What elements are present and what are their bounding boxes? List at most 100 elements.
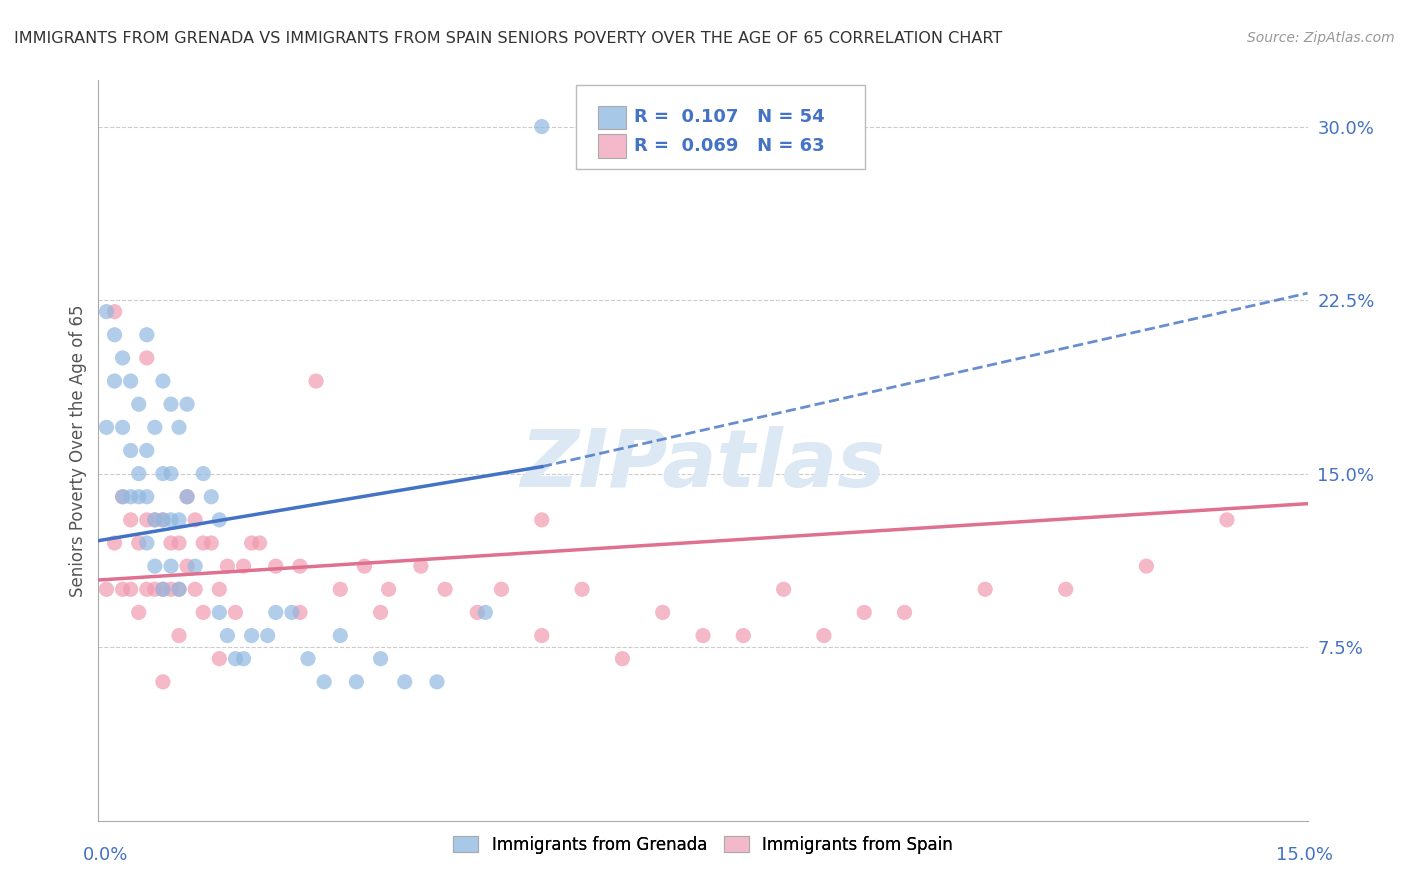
Point: [120, 374, 142, 388]
Point: [394, 674, 416, 689]
Point: [103, 327, 125, 342]
Text: ZIPatlas: ZIPatlas: [520, 426, 886, 504]
Point: [160, 559, 183, 574]
Point: [240, 628, 263, 642]
Text: Source: ZipAtlas.com: Source: ZipAtlas.com: [1247, 31, 1395, 45]
Point: [135, 351, 157, 365]
Point: [217, 559, 239, 574]
Point: [152, 513, 174, 527]
Point: [128, 490, 150, 504]
Point: [224, 606, 246, 620]
Text: IMMIGRANTS FROM GRENADA VS IMMIGRANTS FROM SPAIN SENIORS POVERTY OVER THE AGE OF: IMMIGRANTS FROM GRENADA VS IMMIGRANTS FR…: [14, 31, 1002, 46]
Point: [128, 467, 150, 481]
Point: [96, 420, 118, 434]
Point: [612, 651, 634, 665]
Point: [281, 606, 304, 620]
Point: [120, 490, 142, 504]
Point: [128, 397, 150, 411]
Point: [167, 513, 190, 527]
Point: [103, 374, 125, 388]
Point: [160, 582, 183, 597]
Point: [143, 420, 166, 434]
Point: [167, 628, 190, 642]
Point: [152, 582, 174, 597]
Point: [152, 674, 174, 689]
Point: [377, 582, 399, 597]
Point: [103, 304, 125, 318]
Point: [176, 559, 198, 574]
Point: [240, 536, 263, 550]
Point: [249, 536, 271, 550]
Point: [329, 582, 352, 597]
Legend: Immigrants from Grenada, Immigrants from Spain: Immigrants from Grenada, Immigrants from…: [447, 829, 959, 861]
Y-axis label: Seniors Poverty Over the Age of 65: Seniors Poverty Over the Age of 65: [69, 304, 87, 597]
Point: [135, 443, 157, 458]
Point: [571, 582, 593, 597]
Point: [974, 582, 997, 597]
Point: [305, 374, 328, 388]
Point: [160, 467, 183, 481]
Point: [128, 606, 150, 620]
Point: [152, 467, 174, 481]
Point: [143, 513, 166, 527]
Point: [314, 674, 336, 689]
Point: [651, 606, 673, 620]
Point: [530, 513, 553, 527]
Point: [434, 582, 457, 597]
Point: [409, 559, 432, 574]
Point: [135, 582, 157, 597]
Point: [893, 606, 915, 620]
Point: [474, 606, 496, 620]
Point: [111, 420, 134, 434]
Point: [200, 536, 222, 550]
Point: [772, 582, 794, 597]
Point: [135, 513, 157, 527]
Point: [1054, 582, 1077, 597]
Point: [160, 397, 183, 411]
Point: [184, 513, 207, 527]
Point: [193, 467, 215, 481]
Point: [813, 628, 835, 642]
Point: [853, 606, 876, 620]
Point: [329, 628, 352, 642]
Point: [135, 536, 157, 550]
Point: [530, 120, 553, 134]
Point: [256, 628, 278, 642]
Point: [208, 513, 231, 527]
Point: [152, 513, 174, 527]
Point: [96, 304, 118, 318]
Point: [530, 628, 553, 642]
Point: [692, 628, 714, 642]
Point: [426, 674, 449, 689]
Point: [288, 559, 311, 574]
Point: [353, 559, 375, 574]
Point: [176, 490, 198, 504]
Point: [370, 651, 392, 665]
Point: [167, 420, 190, 434]
Point: [167, 582, 190, 597]
Point: [111, 351, 134, 365]
Point: [111, 490, 134, 504]
Point: [152, 374, 174, 388]
Point: [224, 651, 246, 665]
Point: [1135, 559, 1157, 574]
Point: [120, 582, 142, 597]
Point: [264, 559, 287, 574]
Point: [184, 582, 207, 597]
Point: [160, 536, 183, 550]
Text: R =  0.107   N = 54: R = 0.107 N = 54: [634, 108, 825, 127]
Point: [344, 674, 367, 689]
Point: [176, 490, 198, 504]
Point: [208, 606, 231, 620]
Point: [176, 397, 198, 411]
Point: [111, 582, 134, 597]
Text: 15.0%: 15.0%: [1277, 846, 1333, 863]
Point: [152, 582, 174, 597]
Point: [103, 536, 125, 550]
Point: [96, 582, 118, 597]
Point: [297, 651, 319, 665]
Text: 0.0%: 0.0%: [83, 846, 128, 863]
Point: [465, 606, 488, 620]
Point: [160, 513, 183, 527]
Point: [208, 651, 231, 665]
